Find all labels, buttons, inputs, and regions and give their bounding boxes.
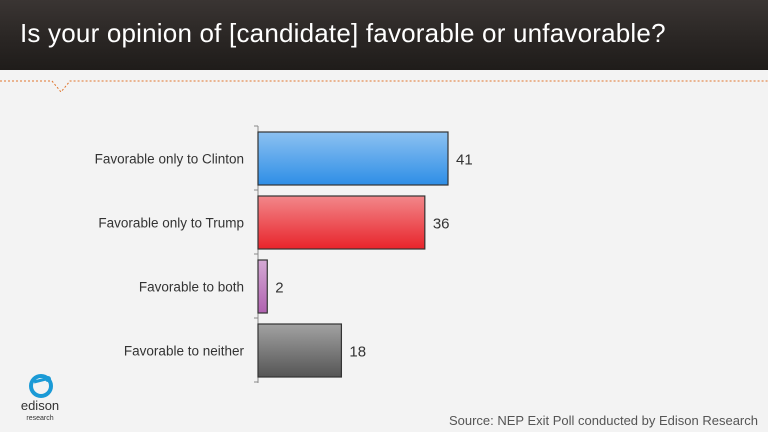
- bar: [257, 195, 426, 250]
- edison-logo-icon: edison research: [21, 374, 59, 422]
- bar: [257, 259, 268, 314]
- data-label: 2: [275, 280, 283, 297]
- logo-name: edison: [21, 398, 59, 413]
- page-title: Is your opinion of [candidate] favorable…: [20, 18, 666, 48]
- category-label: Favorable to neither: [124, 344, 245, 359]
- category-label: Favorable only to Clinton: [95, 152, 244, 167]
- bar: [257, 323, 343, 378]
- data-label: 36: [433, 216, 450, 233]
- logo-subname: research: [26, 415, 53, 422]
- title-bar: Is your opinion of [candidate] favorable…: [0, 0, 768, 70]
- bar: [257, 131, 449, 186]
- header-divider: [0, 80, 768, 93]
- category-label: Favorable only to Trump: [98, 216, 244, 231]
- data-label: 18: [349, 344, 366, 361]
- category-label: Favorable to both: [139, 280, 244, 295]
- data-label: 41: [456, 152, 473, 169]
- source-note: Source: NEP Exit Poll conducted by Ediso…: [448, 413, 758, 428]
